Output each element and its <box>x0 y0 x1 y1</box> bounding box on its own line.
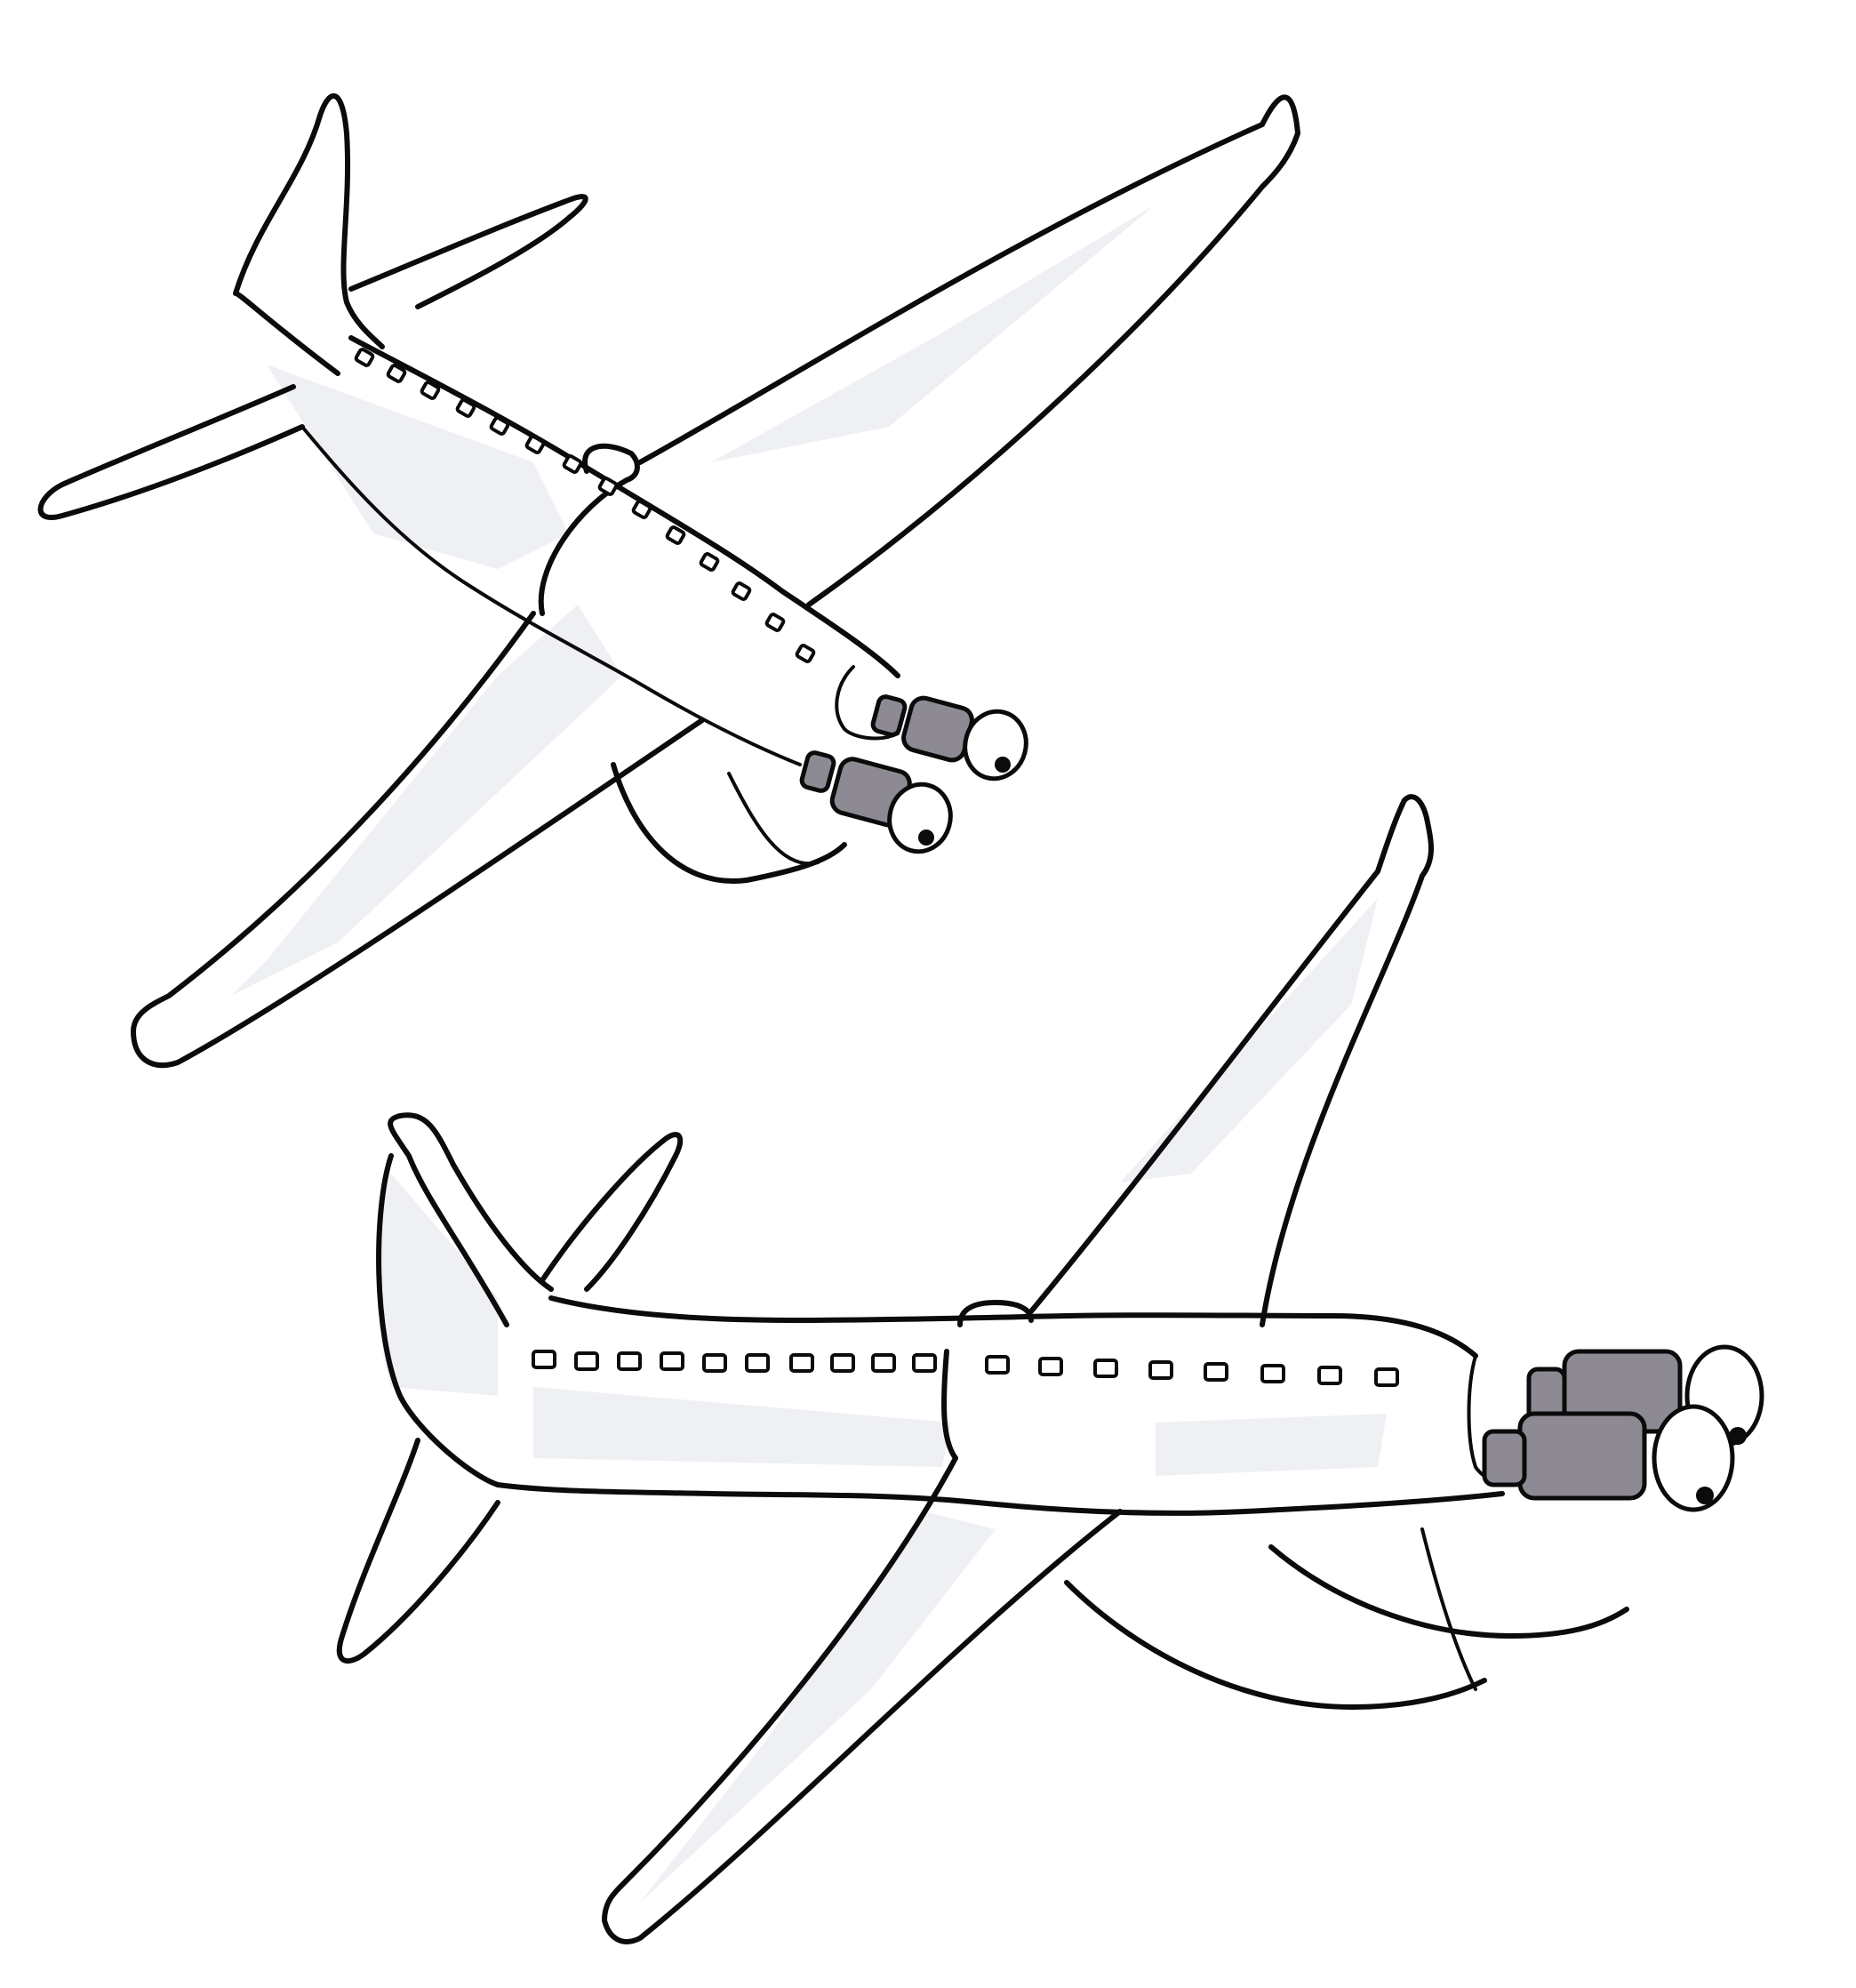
upper-far-wing-wash <box>711 204 1156 462</box>
window <box>1374 1367 1399 1387</box>
window <box>354 348 375 367</box>
engine-intake-hub <box>918 830 934 846</box>
engine-exhaust <box>870 694 908 737</box>
lower-far-wing <box>1028 794 1434 1327</box>
upper-wing-collar <box>538 443 640 616</box>
window <box>1093 1359 1118 1378</box>
lower-belly-curve-3 <box>1420 1527 1477 1691</box>
window <box>702 1353 727 1373</box>
window <box>1038 1357 1063 1376</box>
window <box>1204 1362 1228 1382</box>
window <box>764 613 786 632</box>
engine-intake <box>963 709 1028 782</box>
engine-intake <box>887 782 953 854</box>
lower-body-wash <box>533 1387 951 1467</box>
lower-wing-collar <box>941 1300 1034 1461</box>
lower-tail-fin <box>388 1112 554 1327</box>
engine-intake-hub <box>995 757 1011 773</box>
window <box>524 435 546 454</box>
engine-intake-hub <box>1696 1487 1714 1504</box>
window <box>660 1351 684 1371</box>
lower-near-wing-wash <box>640 1511 996 1903</box>
airplane-lower <box>336 794 1764 1944</box>
engine-intake-hub <box>1729 1427 1747 1445</box>
lower-near-wing <box>602 1455 1123 1944</box>
window <box>631 500 652 519</box>
upper-fuselage-top <box>348 335 900 678</box>
window <box>532 1350 556 1369</box>
window <box>386 364 407 383</box>
window <box>574 1351 599 1371</box>
airplane-upper <box>37 93 1300 1069</box>
engine-exhaust <box>1482 1429 1527 1487</box>
upper-near-stabilizer <box>37 384 305 520</box>
window <box>699 552 720 572</box>
window <box>1148 1360 1173 1380</box>
engine-exhaust <box>799 750 836 793</box>
lower-belly-curve-1 <box>1064 1580 1487 1710</box>
window <box>489 416 510 436</box>
lower-tail-wash <box>378 1174 498 1396</box>
upper-nose-outline <box>835 665 900 741</box>
upper-windows <box>354 348 816 663</box>
window <box>985 1355 1010 1375</box>
upper-wing-wash <box>231 605 622 996</box>
lower-tail-body <box>376 1153 500 1487</box>
window <box>912 1353 937 1373</box>
lower-fuselage-top <box>548 1295 1478 1359</box>
upper-engines <box>799 694 1028 854</box>
window <box>455 398 476 418</box>
window <box>745 1353 770 1373</box>
lower-windows <box>532 1350 1399 1387</box>
window <box>789 1353 814 1373</box>
upper-belly-curve-2 <box>727 772 820 866</box>
window <box>420 381 441 400</box>
lower-far-stabilizer <box>540 1132 684 1292</box>
window <box>617 1351 642 1371</box>
engine-nacelle <box>1517 1411 1647 1501</box>
window <box>731 581 752 601</box>
engine-intake <box>1652 1404 1735 1512</box>
lower-belly-curve-2 <box>1268 1544 1629 1639</box>
window <box>665 525 686 545</box>
window <box>871 1353 896 1373</box>
upper-far-stabilizer <box>348 194 588 309</box>
upper-fuselage-bottom <box>300 425 802 766</box>
window <box>1317 1366 1342 1385</box>
upper-near-wing <box>131 611 705 1069</box>
lower-near-stabilizer <box>336 1438 500 1664</box>
lower-nose-wash <box>1156 1414 1387 1476</box>
lower-engines <box>1482 1344 1764 1512</box>
window <box>1260 1364 1285 1383</box>
upper-body-wash <box>267 365 569 569</box>
window <box>830 1353 855 1373</box>
window <box>597 477 619 496</box>
upper-far-wing <box>637 94 1300 607</box>
upper-tail-fin <box>233 93 385 376</box>
lower-fuselage-bottom <box>495 1482 1505 1516</box>
window <box>562 454 583 474</box>
window <box>795 644 816 663</box>
